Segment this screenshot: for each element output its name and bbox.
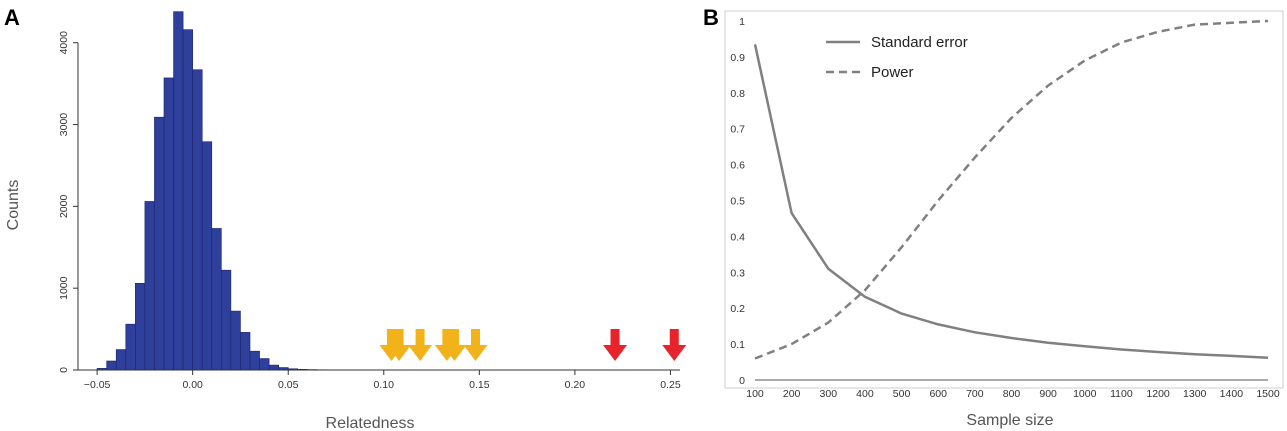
- histogram-bar-15: [240, 332, 251, 371]
- panel-b-line-chart: B Sample size 100 200 300 400 500 600 700 800 90…: [703, 5, 1284, 429]
- histogram-bar-17: [259, 358, 270, 371]
- panel-b-legend: Standard error Power: [826, 34, 968, 81]
- panel-b-x-tick-label: 100: [746, 388, 764, 400]
- panel-b-y-tick-label: 0.9: [730, 52, 745, 64]
- histogram-bar-3: [125, 323, 136, 371]
- panel-b-x-tick-label: 1400: [1220, 388, 1244, 400]
- panel-b-y-tick-label: 0.8: [730, 88, 745, 100]
- panel-a-y-tick-label: 2000: [58, 195, 70, 219]
- panel-b-x-tick-label: 1100: [1110, 388, 1133, 400]
- panel-a-arrows: [379, 329, 687, 361]
- panel-b-axes: 100 200 300 400 500 600 700 800 900 1000 1100 1200 1…: [730, 16, 1279, 400]
- panel-b-y-tick-label: 0.2: [730, 303, 745, 315]
- panel-a-x-tick-label: 0.10: [374, 379, 395, 391]
- histogram-bar-6: [154, 116, 165, 371]
- histogram-bar-2: [115, 349, 127, 371]
- relatedness-arrow-5: [463, 329, 488, 361]
- panel-b-x-tick-label: 1500: [1256, 388, 1280, 400]
- legend-label-standard-error: Standard error: [871, 34, 968, 51]
- panel-a-x-tick-label: 0.25: [660, 379, 681, 391]
- panel-b-y-tick-label: 0.5: [730, 196, 745, 208]
- panel-b-x-tick-label: 400: [856, 388, 874, 400]
- panel-b-y-tick-label: 0: [739, 375, 745, 387]
- panel-b-y-tick-label: 0.1: [730, 339, 745, 351]
- panel-a-x-tick-label: 0.20: [565, 379, 586, 391]
- panel-a-x-axis-title: Relatedness: [326, 415, 415, 431]
- histogram-bar-14: [230, 310, 241, 371]
- panel-a-y-axis-title: Counts: [5, 180, 22, 231]
- panel-b-x-tick-label: 1200: [1146, 388, 1170, 400]
- legend-label-power: Power: [871, 64, 914, 81]
- histogram-bar-12: [211, 228, 222, 371]
- panel-b-lines: [753, 19, 1269, 360]
- panel-b-y-tick-label: 0.3: [730, 267, 745, 279]
- histogram-bar-8: [173, 11, 184, 371]
- panel-a-y-tick-label: 4000: [58, 31, 70, 55]
- histogram-bar-18: [268, 364, 279, 371]
- relatedness-arrow-1: [387, 329, 412, 361]
- histogram-bar-7: [163, 77, 174, 371]
- panel-a-y-tick-label: 1000: [58, 276, 70, 300]
- histogram-bar-5: [144, 201, 155, 371]
- panel-b-x-tick-label: 700: [966, 388, 984, 400]
- panel-a-label: A: [4, 5, 20, 30]
- panel-b-frame: [724, 10, 1284, 389]
- panel-b-x-tick-label: 800: [1003, 388, 1021, 400]
- panel-a-x-tick-label: 0.05: [278, 379, 299, 391]
- panel-a-bars: [96, 11, 327, 371]
- panel-b-x-axis-title: Sample size: [966, 412, 1053, 429]
- panel-b-x-tick-label: 500: [893, 388, 911, 400]
- panel-b-y-tick-label: 0.4: [730, 231, 745, 243]
- standard-error-line: [753, 44, 1269, 359]
- panel-b-y-tick-label: 0.7: [730, 124, 745, 136]
- panel-a-histogram: A Counts Relatedness −0.05 0.00 0.05 0.10 0.…: [4, 5, 687, 431]
- panel-b-x-tick-label: 1000: [1073, 388, 1097, 400]
- relatedness-arrow-4: [442, 329, 467, 361]
- panel-a-y-tick-label: 0: [58, 367, 70, 373]
- histogram-bar-16: [249, 350, 260, 371]
- panel-a-axes: −0.05 0.00 0.05 0.10 0.15 0.20 0.25 0 1000 2000 30…: [58, 31, 681, 391]
- histogram-bar-10: [192, 69, 203, 371]
- histogram-bar-11: [201, 141, 213, 371]
- histogram-bar-9: [182, 29, 193, 371]
- panel-a-x-tick-label: 0.00: [182, 379, 203, 391]
- panel-b-x-tick-label: 1300: [1183, 388, 1207, 400]
- relatedness-arrow-7: [662, 329, 687, 361]
- panel-b-x-tick-label: 600: [929, 388, 947, 400]
- panel-a-x-tick-label: −0.05: [84, 379, 111, 391]
- panel-b-x-tick-label: 300: [820, 388, 838, 400]
- panel-b-label: B: [703, 5, 719, 30]
- panel-b-y-tick-label: 1: [739, 16, 745, 28]
- panel-b-y-tick-label: 0.6: [730, 160, 745, 172]
- histogram-bar-13: [221, 269, 232, 371]
- relatedness-arrow-2: [408, 329, 433, 361]
- panel-b-x-tick-label: 900: [1039, 388, 1057, 400]
- histogram-bar-4: [135, 282, 146, 371]
- power-line: [754, 19, 1269, 360]
- panel-a-x-tick-label: 0.15: [469, 379, 490, 391]
- panel-b-x-tick-label: 200: [783, 388, 801, 400]
- relatedness-arrow-6: [603, 329, 628, 361]
- panel-a-y-tick-label: 3000: [58, 113, 70, 137]
- histogram-bar-1: [106, 360, 117, 371]
